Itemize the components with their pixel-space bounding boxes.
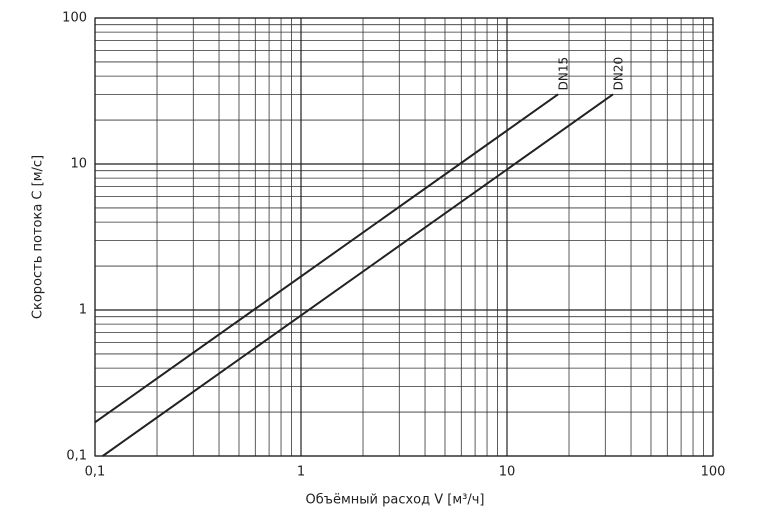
series-label: DN20 bbox=[611, 57, 625, 91]
line bbox=[102, 93, 614, 457]
x-tick-label: 1 bbox=[297, 465, 305, 480]
line bbox=[94, 93, 559, 424]
x-tick-label: 10 bbox=[499, 465, 516, 480]
x-tick-label: 0,1 bbox=[85, 465, 106, 480]
y-tick-label: 10 bbox=[70, 157, 87, 172]
y-tick-label: 1 bbox=[79, 303, 87, 318]
y-tick-label: 0,1 bbox=[66, 449, 87, 464]
y-tick-label: 100 bbox=[62, 11, 87, 26]
x-axis-label: Объёмный расход V [м³/ч] bbox=[306, 493, 485, 508]
series-label: DN15 bbox=[557, 57, 571, 91]
plot-frame bbox=[94, 17, 714, 457]
y-axis-label: Скорость потока C [м/с] bbox=[31, 155, 46, 319]
x-tick-label: 100 bbox=[701, 465, 726, 480]
